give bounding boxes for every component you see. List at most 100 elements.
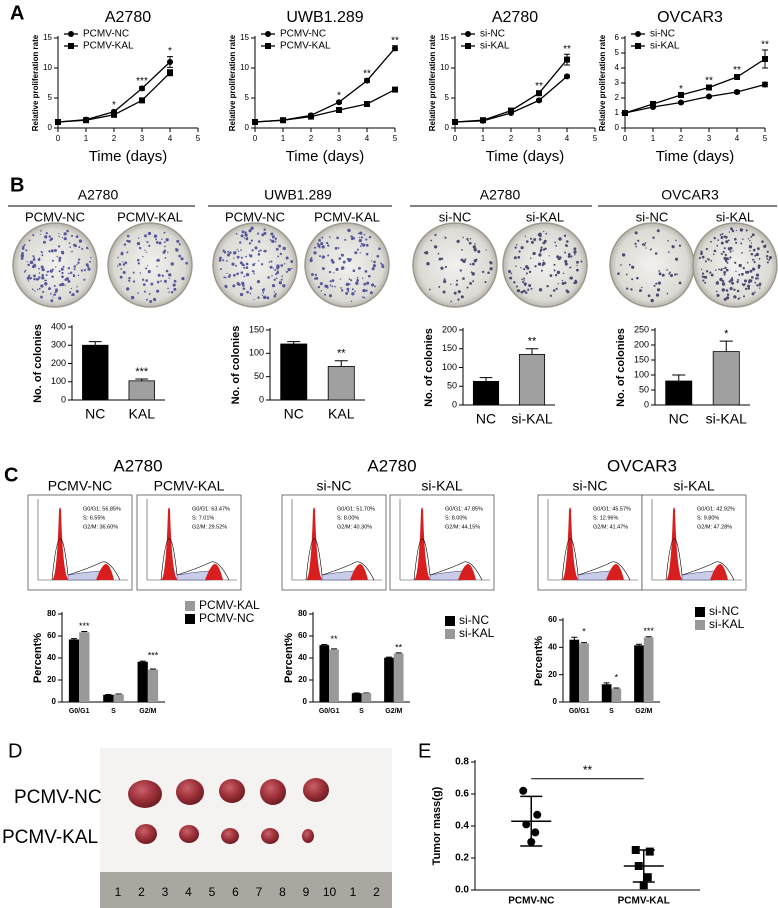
significance-label: *	[168, 46, 172, 57]
y-tick-label: 60	[548, 615, 557, 624]
culture-plate	[212, 222, 298, 308]
data-point	[762, 56, 768, 62]
significance-label: *	[112, 100, 116, 111]
panel-label: E	[418, 740, 431, 762]
g1-peak	[306, 507, 323, 580]
bar	[79, 632, 90, 702]
x-tick-label: NC	[85, 406, 105, 422]
legend-marker	[265, 43, 271, 49]
bar	[68, 639, 80, 702]
chart-title: OVCAR3	[607, 456, 677, 475]
y-axis-label: No. of colonies	[615, 328, 627, 407]
y-tick-label: 15	[43, 33, 52, 42]
data-point	[734, 89, 740, 95]
x-tick-label: NC	[669, 411, 689, 427]
legend-label: si-NC	[709, 604, 739, 618]
g2-peak	[710, 564, 728, 580]
data-point	[634, 862, 643, 870]
significance-label: *	[337, 91, 341, 102]
y-tick-label: 0	[48, 123, 53, 132]
legend-swatch	[185, 614, 195, 624]
y-tick-label: 60	[47, 631, 56, 640]
bar	[113, 694, 124, 702]
data-point	[83, 117, 89, 124]
error-bar	[479, 377, 493, 382]
flow-panel-label: si-NC	[573, 478, 608, 494]
legend-swatch	[445, 629, 455, 639]
fit-curve	[160, 538, 230, 581]
bar	[472, 380, 500, 406]
y-tick-label: 0	[52, 697, 57, 706]
x-tick-label: G2/M	[139, 708, 156, 715]
x-axis-label: Time (days)	[89, 148, 168, 165]
plate-label: si-KAL	[716, 209, 754, 224]
y-tick-label: 10	[43, 63, 52, 72]
legend-label: PCMV-KAL	[280, 41, 331, 52]
y-tick-label: 5	[615, 48, 620, 57]
culture-plate	[412, 222, 498, 308]
significance-label: **	[395, 642, 403, 652]
g2-peak	[458, 564, 476, 580]
y-tick-label: 6	[615, 33, 620, 42]
y-tick-label: 50	[447, 381, 457, 391]
legend-label: PCMV-NC	[83, 29, 129, 40]
legend-swatch	[445, 616, 455, 626]
ruler-label: 1	[350, 885, 357, 899]
legend-marker	[635, 43, 641, 49]
y-tick-label: 40	[47, 653, 56, 662]
significance-label: **	[331, 634, 339, 644]
ruler-label: 8	[279, 885, 286, 899]
y-tick-label: 2	[615, 93, 620, 102]
x-axis-label: Time (days)	[486, 148, 565, 165]
g2-peak	[606, 564, 624, 580]
bar	[137, 661, 148, 702]
x-tick-label: 1	[651, 134, 656, 143]
bar	[128, 380, 155, 401]
y-tick-label: 50	[639, 384, 649, 394]
data-point	[533, 810, 542, 819]
y-tick-label: 60	[298, 631, 307, 640]
ruler-label: 10	[323, 885, 337, 899]
y-tick-label: 0.0	[455, 885, 469, 896]
flow-stat: S: 7.01%	[192, 515, 214, 521]
legend-marker	[265, 31, 271, 37]
significance-label: **	[761, 40, 769, 51]
fit-curve	[305, 538, 375, 581]
data-point	[364, 101, 370, 107]
data-point	[536, 97, 542, 104]
y-tick-label: 150	[442, 343, 457, 353]
plate-label: si-NC	[439, 209, 472, 224]
significance-label: **	[705, 76, 713, 87]
x-tick-label: KAL	[129, 406, 156, 422]
x-tick-label: 5	[593, 134, 598, 143]
chart-title: A2780	[367, 456, 416, 475]
y-tick-label: 0	[61, 394, 66, 404]
y-tick-label: 80	[47, 609, 56, 618]
significance-label: ***	[136, 76, 148, 87]
y-tick-label: 5	[48, 93, 53, 102]
series-line	[254, 89, 396, 123]
x-tick-label: 3	[537, 134, 542, 143]
y-tick-label: 3	[615, 78, 620, 87]
significance-label: ***	[135, 366, 149, 378]
legend-label: si-KAL	[480, 41, 510, 52]
x-tick-label: 2	[509, 134, 514, 143]
legend-label: si-KAL	[650, 41, 680, 52]
flow-stat: G0/G1: 42.92%	[697, 506, 735, 512]
x-tick-label: si-KAL	[706, 411, 747, 427]
series-line	[254, 47, 396, 123]
x-tick-label: G2/M	[635, 708, 652, 715]
y-tick-label: 80	[298, 609, 307, 618]
ruler-label: 7	[256, 885, 263, 899]
bar	[712, 351, 740, 406]
x-tick-label: NC	[284, 406, 304, 422]
x-tick-label: KAL	[328, 406, 355, 422]
colonies	[698, 227, 772, 301]
tumor	[176, 779, 204, 805]
y-tick-label: 200	[634, 339, 649, 349]
chart-title: A2780	[78, 187, 119, 203]
legend-marker	[465, 31, 471, 37]
significance-label: **	[563, 44, 571, 55]
y-axis-label: Tumor mass(g)	[431, 786, 443, 865]
y-tick-label: 10	[240, 63, 249, 72]
